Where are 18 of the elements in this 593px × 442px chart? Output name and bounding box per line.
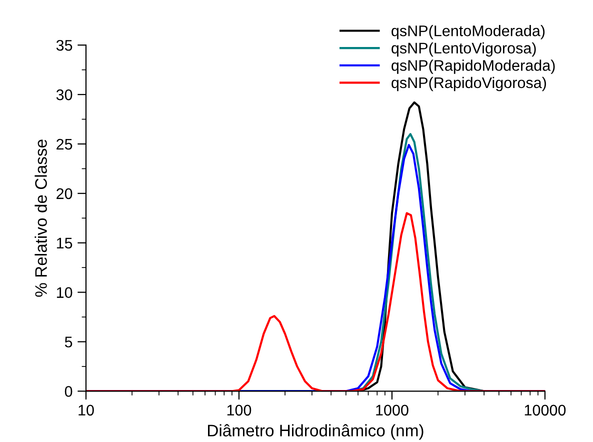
y-tick-label: 15 (56, 238, 72, 249)
legend-label: qsNP(LentoModerada) (392, 25, 545, 40)
legend-label: qsNP(RapidoModerada) (392, 60, 555, 74)
y-tick-label: 0 (64, 386, 72, 397)
legend-label: qsNP(LentoVigorosa) (392, 42, 536, 57)
x-tick-label: 100 (227, 404, 252, 416)
legend-label: qsNP(RapidoVigorosa) (392, 76, 546, 92)
y-tick-label: 20 (56, 188, 72, 200)
y-tick-label: 30 (56, 89, 72, 100)
x-tick-label: 1000 (376, 404, 408, 416)
x-tick-label: 10 (78, 404, 94, 416)
x-axis-title: Diâmetro Hidrodinâmico (nm) (208, 424, 424, 440)
y-axis-title: % Relativo de Classe (34, 140, 47, 297)
x-tick-label: 10000 (524, 404, 566, 416)
y-tick-label: 10 (56, 287, 72, 298)
y-tick-label: 35 (56, 40, 72, 51)
y-tick-label: 5 (64, 336, 72, 348)
y-tick-label: 25 (56, 138, 72, 150)
